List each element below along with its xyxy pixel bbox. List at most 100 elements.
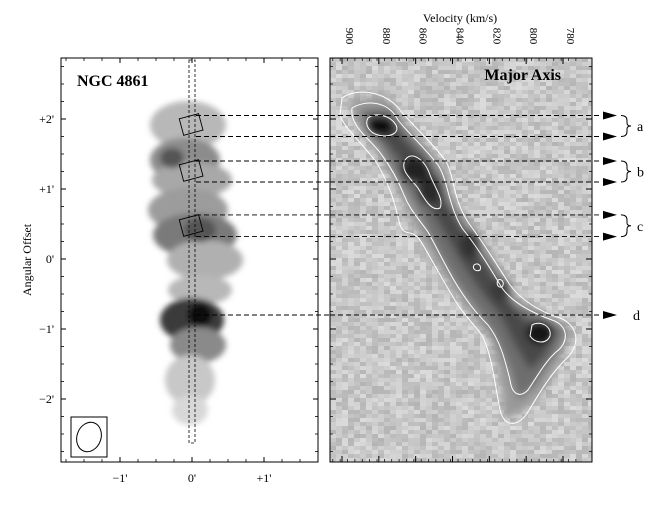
noise-cell <box>582 182 588 186</box>
noise-cell <box>408 310 414 314</box>
noise-cell <box>474 350 480 354</box>
noise-cell <box>522 290 528 294</box>
noise-cell <box>384 434 390 438</box>
noise-cell <box>468 410 474 414</box>
noise-cell <box>540 234 546 238</box>
noise-cell <box>336 442 342 446</box>
noise-cell <box>552 130 558 134</box>
noise-cell <box>570 358 576 362</box>
noise-cell <box>408 446 414 450</box>
noise-cell <box>528 222 534 226</box>
noise-cell <box>438 146 444 150</box>
noise-cell <box>582 322 588 326</box>
noise-cell <box>588 310 592 314</box>
noise-cell <box>576 262 582 266</box>
noise-cell <box>336 90 342 94</box>
noise-cell <box>462 398 468 402</box>
noise-cell <box>468 130 474 134</box>
noise-cell <box>510 422 516 426</box>
noise-cell <box>390 430 396 434</box>
noise-cell <box>348 238 354 242</box>
noise-cell <box>582 246 588 250</box>
noise-cell <box>456 394 462 398</box>
noise-cell <box>540 434 546 438</box>
noise-cell <box>576 426 582 430</box>
noise-cell <box>474 454 480 458</box>
noise-cell <box>336 362 342 366</box>
noise-cell <box>468 114 474 118</box>
noise-cell <box>462 402 468 406</box>
noise-cell <box>564 402 570 406</box>
noise-cell <box>438 394 444 398</box>
noise-cell <box>564 118 570 122</box>
noise-cell <box>474 358 480 362</box>
noise-cell <box>348 270 354 274</box>
noise-cell <box>420 94 426 98</box>
noise-cell <box>450 442 456 446</box>
noise-cell <box>546 158 552 162</box>
noise-cell <box>330 302 336 306</box>
noise-cell <box>330 170 336 174</box>
noise-cell <box>348 390 354 394</box>
noise-cell <box>348 450 354 454</box>
noise-cell <box>552 266 558 270</box>
noise-cell <box>390 322 396 326</box>
noise-cell <box>462 318 468 322</box>
noise-cell <box>450 66 456 70</box>
noise-cell <box>372 402 378 406</box>
noise-cell <box>390 434 396 438</box>
noise-cell <box>582 394 588 398</box>
noise-cell <box>354 254 360 258</box>
noise-cell <box>408 290 414 294</box>
noise-cell <box>582 442 588 446</box>
noise-cell <box>336 138 342 142</box>
noise-cell <box>366 258 372 262</box>
noise-cell <box>438 318 444 322</box>
noise-cell <box>360 162 366 166</box>
noise-cell <box>516 210 522 214</box>
noise-cell <box>582 154 588 158</box>
noise-cell <box>360 142 366 146</box>
noise-cell <box>414 318 420 322</box>
noise-cell <box>462 94 468 98</box>
noise-cell <box>342 82 348 86</box>
noise-cell <box>522 454 528 458</box>
noise-cell <box>420 390 426 394</box>
noise-cell <box>366 410 372 414</box>
noise-cell <box>438 298 444 302</box>
noise-cell <box>372 82 378 86</box>
noise-cell <box>534 170 540 174</box>
noise-cell <box>354 458 360 462</box>
noise-cell <box>528 58 534 62</box>
noise-cell <box>582 126 588 130</box>
noise-cell <box>378 374 384 378</box>
noise-cell <box>468 198 474 202</box>
noise-cell <box>378 342 384 346</box>
noise-cell <box>360 186 366 190</box>
noise-cell <box>498 190 504 194</box>
velocity-tick-label: 800 <box>527 28 539 45</box>
noise-cell <box>570 178 576 182</box>
noise-cell <box>420 450 426 454</box>
noise-cell <box>528 182 534 186</box>
noise-cell <box>528 186 534 190</box>
noise-cell <box>336 146 342 150</box>
noise-cell <box>516 218 522 222</box>
noise-cell <box>576 146 582 150</box>
noise-cell <box>498 74 504 78</box>
noise-cell <box>360 134 366 138</box>
noise-cell <box>432 82 438 86</box>
noise-cell <box>438 378 444 382</box>
noise-cell <box>474 370 480 374</box>
noise-cell <box>330 138 336 142</box>
noise-cell <box>336 242 342 246</box>
noise-cell <box>402 102 408 106</box>
noise-cell <box>534 410 540 414</box>
noise-cell <box>486 106 492 110</box>
noise-cell <box>474 186 480 190</box>
noise-cell <box>528 210 534 214</box>
noise-cell <box>444 366 450 370</box>
noise-cell <box>408 230 414 234</box>
noise-cell <box>516 238 522 242</box>
noise-cell <box>426 278 432 282</box>
